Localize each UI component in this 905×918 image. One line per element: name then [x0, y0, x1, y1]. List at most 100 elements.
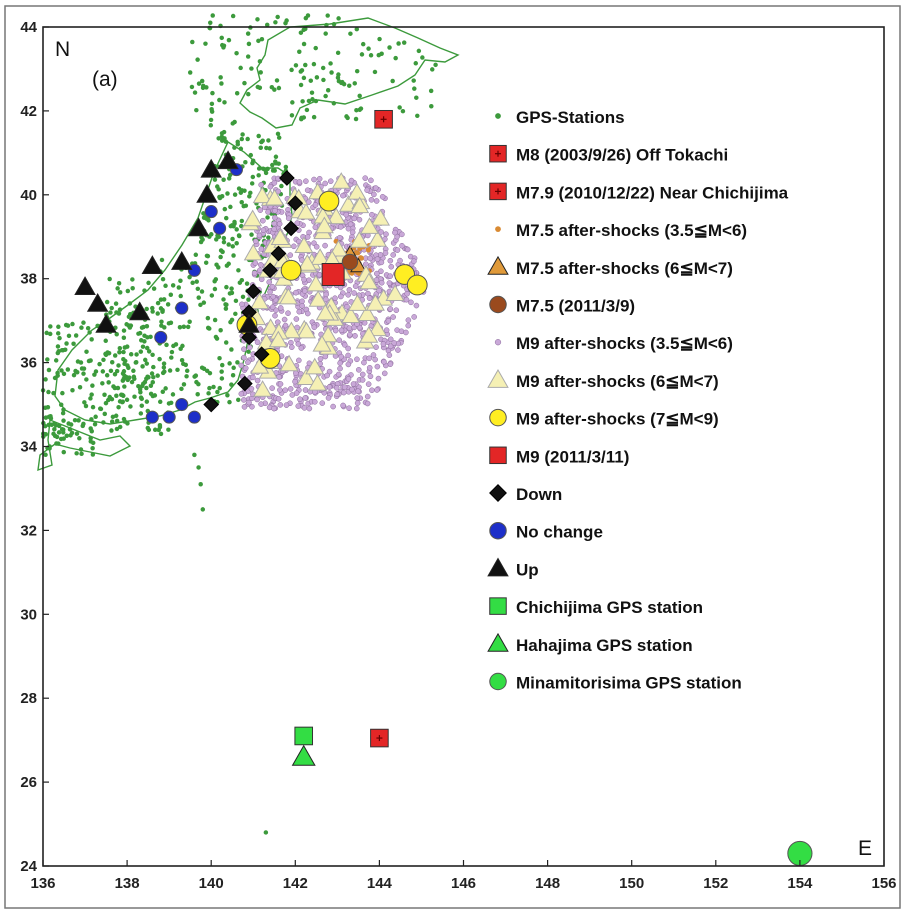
m9-aftershock-small-marker: [276, 374, 282, 380]
gps-station-marker: [230, 373, 236, 378]
gps-station-marker: [157, 356, 162, 362]
gps-station-marker: [157, 399, 163, 405]
y-tick-label: 42: [20, 103, 37, 120]
m9-aftershock-small-marker: [313, 243, 320, 250]
m8-2003-9-26-off-tokachi-marker: [374, 109, 393, 129]
gps-station-marker: [239, 188, 245, 193]
legend-swatch: [494, 339, 502, 346]
gps-station-marker: [274, 78, 280, 83]
m9-aftershock-small-marker: [399, 242, 405, 249]
gps-station-marker: [223, 340, 229, 345]
gps-station-marker: [148, 383, 154, 389]
m9-aftershock-medium-marker: [278, 287, 299, 305]
m9-aftershock-small-marker: [312, 399, 318, 405]
gps-station-marker: [207, 326, 212, 331]
chichijima-gps-station-marker-body: [294, 726, 314, 746]
m9-aftershock-small-marker: [265, 209, 271, 215]
gps-station-marker: [70, 321, 75, 327]
gps-station-marker: [354, 107, 359, 113]
gps-station-marker: [151, 286, 157, 291]
gps-station-marker: [231, 253, 236, 258]
m9-aftershock-medium-marker: [365, 294, 385, 311]
m9-aftershock-small-marker: [374, 270, 380, 277]
gps-station-marker: [217, 355, 222, 361]
m9-aftershock-small-marker: [239, 301, 245, 308]
gps-station-marker: [144, 385, 149, 391]
m9-aftershock-small-marker: [337, 365, 343, 372]
gps-station-marker: [72, 417, 78, 423]
gps-station-marker: [298, 30, 304, 35]
legend-swatch-body: [489, 597, 507, 615]
gps-station-marker: [397, 105, 402, 110]
gps-station-marker: [242, 80, 247, 86]
gps-station-marker: [48, 324, 53, 329]
gps-station-marker: [233, 311, 238, 317]
gps-station-marker: [347, 83, 352, 88]
gps-station-marker: [141, 381, 146, 386]
m9-aftershock-medium-marker: [314, 216, 334, 234]
gps-station-marker: [125, 288, 131, 294]
m9-aftershock-small-marker: [346, 405, 352, 412]
legend-label: No change: [516, 523, 603, 542]
y-axis-ticks: 24 26 28 30 32 34 36 38 40 42 44: [20, 19, 49, 875]
m9-aftershock-small-marker: [258, 401, 264, 407]
gps-station-marker: [102, 411, 108, 417]
m9-aftershock-small-marker: [298, 345, 305, 351]
gps-station-marker: [116, 311, 122, 316]
gps-station-marker: [138, 349, 144, 354]
gps-station-marker: [81, 421, 86, 427]
gps-station-marker: [131, 374, 137, 380]
gps-station-marker: [298, 69, 303, 74]
m9-aftershock-small-marker: [282, 322, 289, 329]
m9-aftershock-small-marker: [289, 392, 296, 398]
gps-station-marker: [416, 48, 422, 54]
gps-station-marker: [130, 286, 135, 291]
m7-9-2010-12-22-near-chichijima-marker: [370, 728, 389, 748]
gps-station-marker: [219, 134, 225, 140]
gps-station-marker: [219, 369, 224, 374]
gps-station-marker: [354, 68, 360, 74]
m9-after-shocks-7-m-9-marker: [280, 259, 302, 281]
gps-station-marker: [116, 363, 121, 368]
gps-station-marker: [70, 388, 75, 393]
m9-aftershock-small-marker: [287, 252, 294, 258]
gps-station-marker: [377, 36, 382, 42]
gps-station-marker: [144, 345, 150, 351]
gps-station-marker: [134, 352, 139, 357]
gps-station-marker: [256, 166, 262, 171]
gps-station-marker: [328, 61, 333, 66]
gps-station-marker: [55, 344, 61, 349]
m9-aftershock-medium-marker: [312, 334, 332, 352]
gps-station-marker: [211, 384, 216, 390]
gps-station-marker: [150, 380, 156, 385]
gps-station-marker: [121, 369, 127, 374]
m9-aftershock-small-marker: [354, 395, 361, 401]
gps-station-marker: [196, 465, 201, 470]
gps-station-marker: [240, 132, 245, 137]
gps-station-marker: [232, 145, 237, 150]
gps-station-marker: [81, 320, 86, 325]
x-tick-label: 144: [367, 875, 393, 892]
gps-station-marker: [223, 306, 229, 311]
m9-aftershock-small-marker: [277, 402, 284, 408]
gps-station-marker: [89, 337, 94, 342]
m9-aftershock-small-marker: [283, 402, 290, 408]
gps-station-marker: [161, 297, 167, 302]
gps-station-marker: [313, 98, 319, 104]
gps-station-marker: [273, 20, 278, 25]
gps-station-marker: [160, 389, 166, 395]
m9-aftershock-medium-marker: [385, 284, 405, 302]
legend-item: Chichijima GPS station: [489, 597, 703, 617]
y-tick-label: 26: [20, 774, 37, 791]
gps-station-marker: [101, 357, 106, 363]
gps-station-marker: [218, 75, 223, 80]
gps-station-marker: [420, 55, 425, 60]
m9-aftershock-small-marker: [311, 324, 318, 331]
gps-station-marker: [90, 383, 95, 388]
m9-aftershock-small-marker: [272, 214, 278, 221]
legend-label: M7.5 after-shocks (6≦M<7): [516, 259, 733, 278]
m9-aftershock-small-marker: [241, 404, 248, 410]
m9-aftershock-small-marker: [338, 353, 345, 360]
m9-aftershock-small-marker: [346, 287, 353, 293]
up-marker: [170, 250, 193, 270]
